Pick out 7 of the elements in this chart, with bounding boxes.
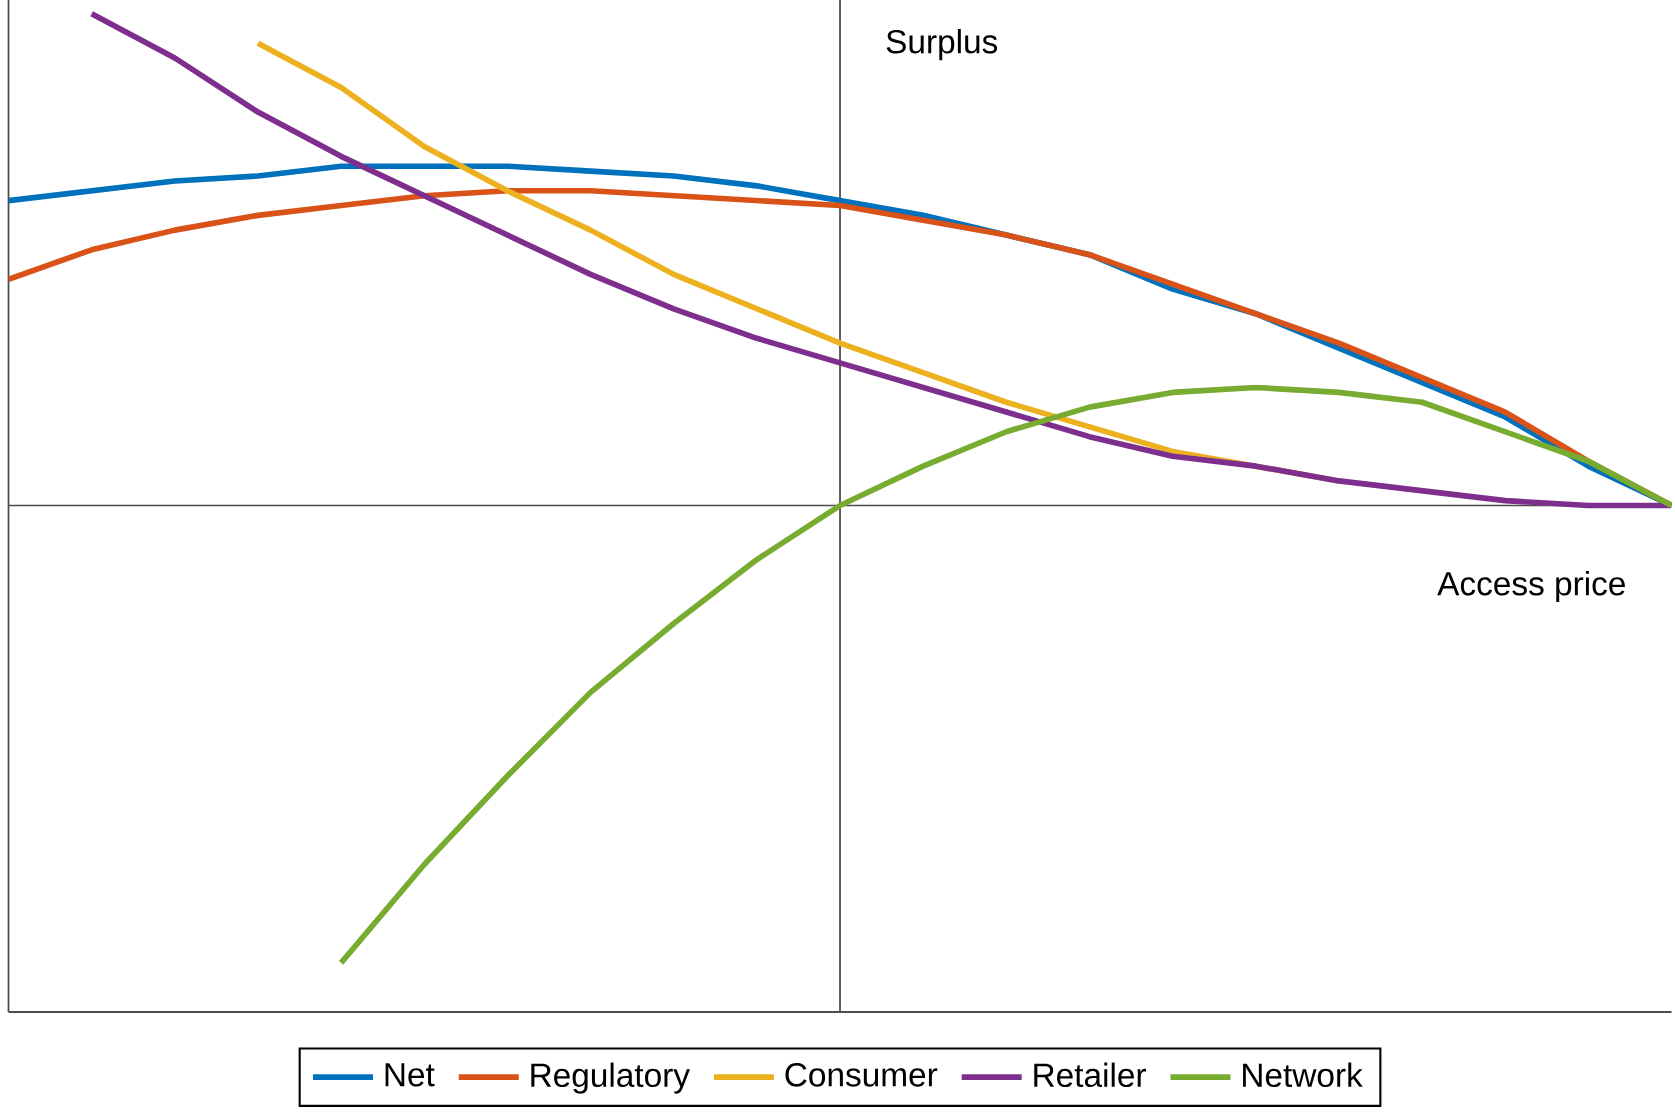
legend-label: Regulatory (531, 1062, 690, 1094)
y-axis-title: Surplus (886, 29, 998, 61)
x-axis-title: Access price (1437, 570, 1625, 603)
legend-label: Retailer (1034, 1062, 1147, 1088)
legend-label: Network (1243, 1062, 1363, 1088)
legend-label: Net (385, 1063, 435, 1087)
legend-label: Consumer (785, 1063, 938, 1087)
